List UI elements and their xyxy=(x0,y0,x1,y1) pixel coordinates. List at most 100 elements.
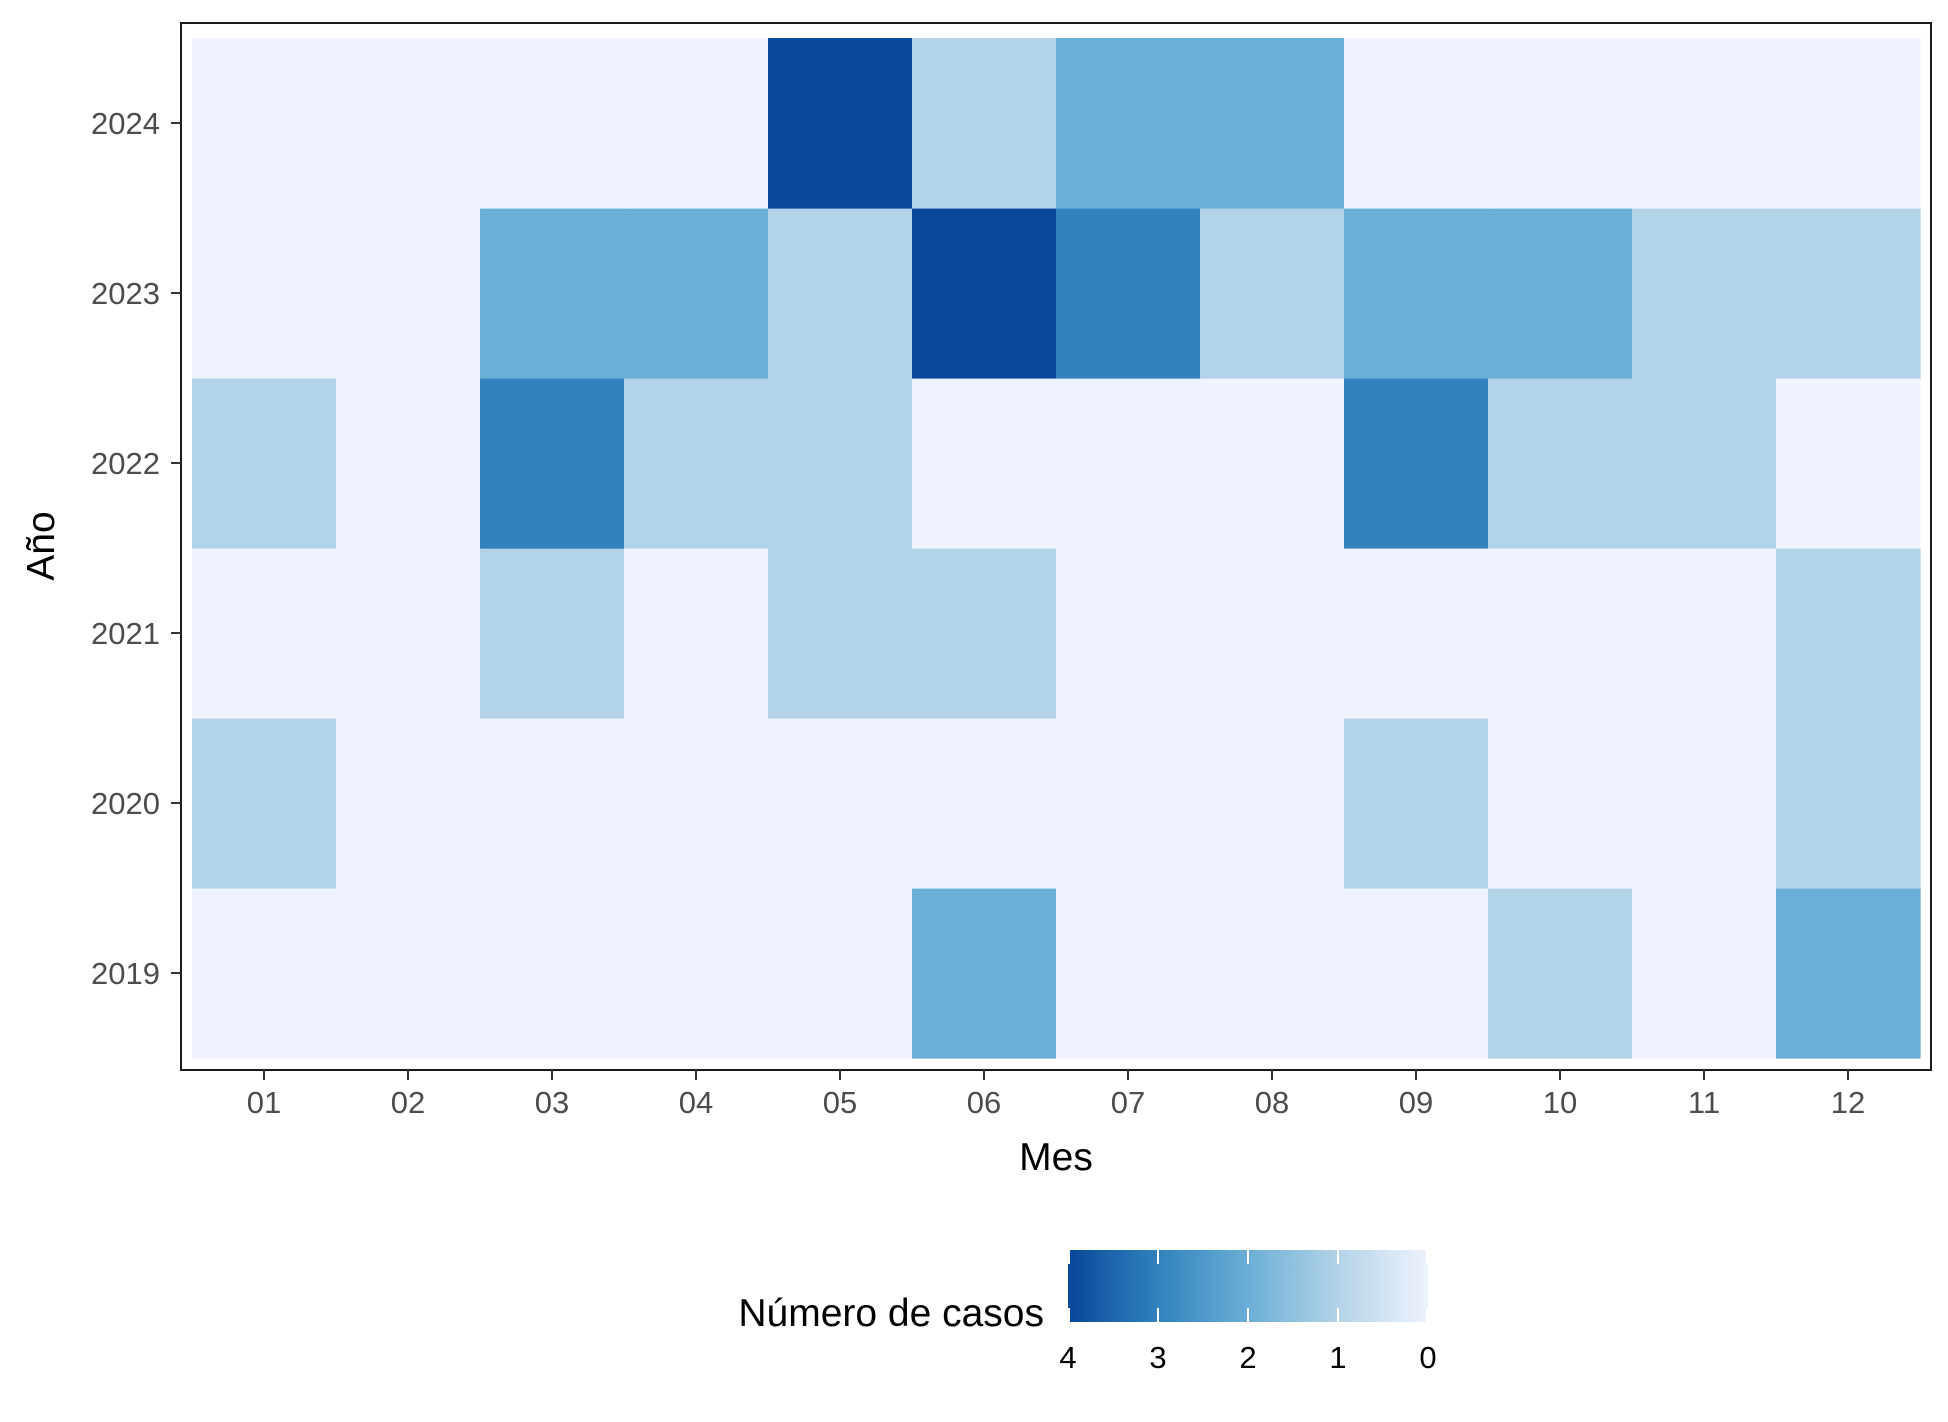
panel-border xyxy=(180,22,1932,1071)
heatmap-cell xyxy=(1344,548,1489,719)
heatmap-cell xyxy=(768,208,913,379)
x-tick-label: 11 xyxy=(1688,1085,1720,1120)
heatmap-cell xyxy=(912,718,1057,889)
heatmap-cell xyxy=(480,718,625,889)
heatmap-cell xyxy=(480,38,625,209)
heatmap-cells xyxy=(192,38,1921,1059)
heatmap-cell xyxy=(1776,38,1921,209)
heatmap-cell xyxy=(768,378,913,549)
heatmap-cell xyxy=(1056,208,1201,379)
legend-title: Número de casos xyxy=(738,1292,1044,1335)
heatmap-cell xyxy=(1488,208,1633,379)
y-axis: 2019 2020 2021 2022 2023 2024 xyxy=(91,106,181,991)
heatmap-cell xyxy=(1056,38,1201,209)
legend-tick-label: 2 xyxy=(1239,1340,1256,1375)
heatmap-cell xyxy=(1632,208,1777,379)
heatmap-cell xyxy=(336,718,481,889)
heatmap-cell xyxy=(336,38,481,209)
heatmap-cell xyxy=(1200,718,1345,889)
heatmap-cell xyxy=(1200,378,1345,549)
heatmap-cell xyxy=(624,208,769,379)
heatmap-cell xyxy=(768,38,913,209)
heatmap-cell xyxy=(1632,378,1777,549)
heatmap-cell xyxy=(1776,718,1921,889)
heatmap-cell xyxy=(1632,718,1777,889)
x-axis: 01 02 03 04 05 06 07 08 09 10 11 12 xyxy=(247,1070,1865,1120)
legend-ticks: 4 3 2 1 0 xyxy=(1059,1250,1437,1375)
heatmap-cell xyxy=(480,208,625,379)
y-tick-label: 2024 xyxy=(91,106,160,141)
y-tick-label: 2023 xyxy=(91,276,160,311)
color-legend: Número de casos 4 3 2 1 0 xyxy=(738,1250,1437,1375)
heatmap-cell xyxy=(1632,888,1777,1059)
heatmap-cell xyxy=(1056,888,1201,1059)
x-tick-label: 06 xyxy=(967,1085,1001,1120)
heatmap-cell xyxy=(336,548,481,719)
x-tick-label: 02 xyxy=(391,1085,425,1120)
heatmap-cell xyxy=(1776,888,1921,1059)
heatmap-cell xyxy=(480,888,625,1059)
heatmap-cell xyxy=(192,38,337,209)
heatmap-cell xyxy=(1344,718,1489,889)
x-tick-label: 01 xyxy=(247,1085,281,1120)
heatmap-cell xyxy=(1344,208,1489,379)
heatmap-cell xyxy=(192,548,337,719)
heatmap-cell xyxy=(1488,378,1633,549)
heatmap-cell xyxy=(912,38,1057,209)
x-tick-label: 05 xyxy=(823,1085,857,1120)
x-tick-label: 12 xyxy=(1831,1085,1865,1120)
heatmap-cell xyxy=(624,548,769,719)
heatmap-cell xyxy=(1200,38,1345,209)
legend-tick-label: 1 xyxy=(1329,1340,1346,1375)
heatmap-cell xyxy=(912,548,1057,719)
heatmap-cell xyxy=(1056,548,1201,719)
heatmap-cell xyxy=(1632,548,1777,719)
heatmap-cell xyxy=(624,38,769,209)
y-tick-label: 2021 xyxy=(91,616,160,651)
heatmap-cell xyxy=(1056,718,1201,889)
x-tick-label: 03 xyxy=(535,1085,569,1120)
heatmap-cell xyxy=(336,208,481,379)
heatmap-cell xyxy=(1344,38,1489,209)
heatmap-cell xyxy=(1200,548,1345,719)
y-tick-label: 2022 xyxy=(91,446,160,481)
heatmap-cell xyxy=(912,378,1057,549)
y-tick-label: 2019 xyxy=(91,956,160,991)
heatmap-cell xyxy=(192,378,337,549)
heatmap-cell xyxy=(480,378,625,549)
heatmap-cell xyxy=(768,888,913,1059)
heatmap-cell xyxy=(1776,548,1921,719)
y-tick-label: 2020 xyxy=(91,786,160,821)
x-axis-title: Mes xyxy=(1019,1136,1093,1179)
heatmap-cell xyxy=(1200,208,1345,379)
heatmap-cell xyxy=(1488,548,1633,719)
legend-tick-label: 0 xyxy=(1419,1340,1436,1375)
heatmap-cell xyxy=(624,378,769,549)
heatmap-cell xyxy=(192,208,337,379)
heatmap-cell xyxy=(912,888,1057,1059)
heatmap-cell xyxy=(192,718,337,889)
y-axis-title: Año xyxy=(20,511,63,580)
heatmap-cell xyxy=(1488,888,1633,1059)
heatmap-cell xyxy=(1344,378,1489,549)
heatmap-cell xyxy=(1344,888,1489,1059)
x-tick-label: 09 xyxy=(1399,1085,1433,1120)
heatmap-cell xyxy=(192,888,337,1059)
x-tick-label: 07 xyxy=(1111,1085,1145,1120)
heatmap-cell xyxy=(1776,378,1921,549)
heatmap-cell xyxy=(1776,208,1921,379)
heatmap-cell xyxy=(624,888,769,1059)
heatmap-cell xyxy=(1488,38,1633,209)
x-tick-label: 04 xyxy=(679,1085,713,1120)
legend-tick-label: 4 xyxy=(1059,1340,1076,1375)
heatmap-cell xyxy=(768,718,913,889)
heatmap-cell xyxy=(912,208,1057,379)
x-tick-label: 10 xyxy=(1543,1085,1577,1120)
heatmap-cell xyxy=(336,378,481,549)
legend-tick-label: 3 xyxy=(1149,1340,1166,1375)
heatmap-cell xyxy=(1488,718,1633,889)
heatmap-cell xyxy=(768,548,913,719)
heatmap-cell xyxy=(1632,38,1777,209)
